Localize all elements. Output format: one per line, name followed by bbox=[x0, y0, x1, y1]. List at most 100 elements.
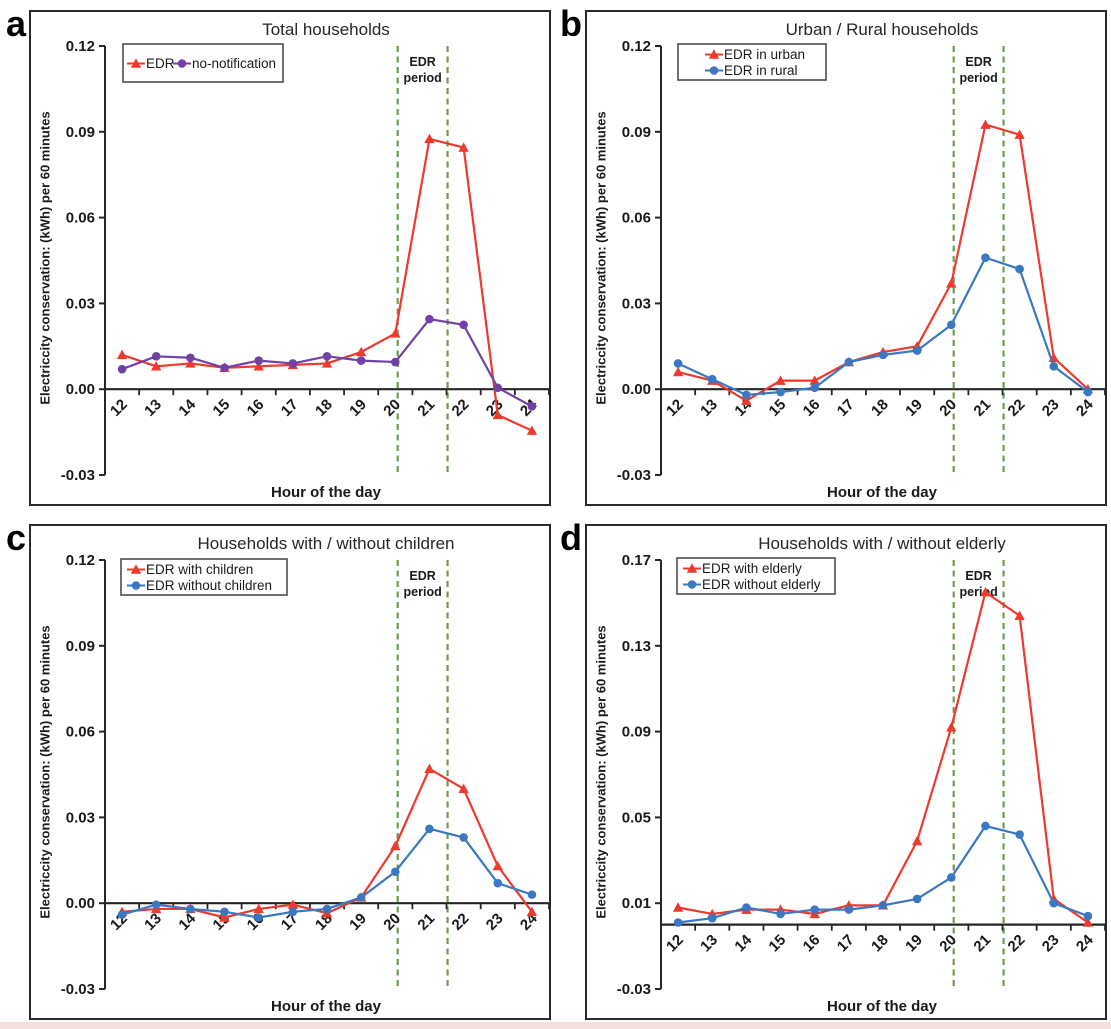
series-1-marker bbox=[946, 278, 957, 288]
series-1-marker bbox=[775, 375, 786, 385]
x-tick-label: 18 bbox=[312, 910, 336, 934]
series-2-marker bbox=[844, 357, 854, 367]
y-tick-label: 0.13 bbox=[622, 638, 651, 655]
legend-label: EDR in urban bbox=[724, 47, 805, 62]
x-tick-label: 16 bbox=[244, 910, 268, 934]
legend-label: EDR with children bbox=[146, 562, 253, 577]
series-2-marker bbox=[878, 901, 888, 910]
series-2-marker bbox=[493, 383, 503, 393]
x-tick-label: 13 bbox=[141, 396, 165, 420]
x-tick-label: 22 bbox=[449, 910, 473, 934]
series-2-marker bbox=[810, 905, 819, 914]
legend-box bbox=[676, 557, 836, 595]
series-2-marker bbox=[425, 314, 434, 324]
y-tick-label: 0.12 bbox=[66, 552, 95, 569]
series-2-marker bbox=[322, 352, 332, 361]
series-1-marker bbox=[492, 860, 503, 871]
series-1-marker bbox=[253, 903, 264, 914]
series-line-2 bbox=[677, 256, 1089, 397]
panel-b-x-axis-label: Hour of the day bbox=[826, 484, 937, 501]
legend-label: EDR without children bbox=[146, 578, 272, 593]
series-2-marker bbox=[981, 253, 990, 262]
x-tick-label: 15 bbox=[766, 931, 790, 955]
x-tick-label: 24 bbox=[1073, 931, 1097, 955]
series-line-1 bbox=[121, 137, 533, 432]
legend-marker bbox=[131, 581, 141, 590]
series-1-marker bbox=[672, 366, 684, 377]
panel-d-title: Households with / without elderly bbox=[758, 534, 1006, 553]
series-2-marker bbox=[425, 824, 434, 834]
panel-letter-a: a bbox=[6, 3, 27, 44]
y-tick-label: 0.03 bbox=[622, 295, 651, 312]
panel-d-y-axis-label: Electriccity conservation: (kWh) per 60 … bbox=[593, 625, 609, 919]
series-2-marker bbox=[527, 402, 537, 411]
panel-a-x-axis-label: Hour of the day bbox=[270, 484, 381, 501]
series-2-marker bbox=[322, 904, 332, 914]
legend-box bbox=[677, 43, 827, 81]
series-2-marker bbox=[151, 900, 161, 909]
x-tick-label: 23 bbox=[483, 910, 507, 934]
y-tick-label: 0.06 bbox=[622, 210, 651, 227]
x-tick-label: 13 bbox=[697, 396, 721, 420]
series-2-marker bbox=[117, 910, 127, 919]
panel-c-y-axis-label: Electriccity conservation: (kWh) per 60 … bbox=[37, 625, 53, 919]
x-tick-label: 14 bbox=[175, 396, 199, 420]
series-1-marker bbox=[526, 425, 538, 435]
legend-label: EDR in rural bbox=[724, 63, 798, 78]
panel-a-plot-area: EDRperiod121314151617181920212223240.120… bbox=[61, 38, 550, 484]
series-1-marker bbox=[458, 783, 469, 793]
series-2-marker bbox=[776, 909, 785, 919]
y-tick-label: 0.09 bbox=[622, 724, 651, 741]
bottom-strip bbox=[0, 1022, 1111, 1029]
series-2-marker bbox=[981, 821, 990, 831]
panel-b-y-axis-label: Electriccity conservation: (kWh) per 60 … bbox=[593, 111, 609, 405]
series-2-marker bbox=[1083, 387, 1093, 397]
legend-marker bbox=[686, 563, 698, 573]
y-tick-label: 0.05 bbox=[622, 809, 651, 826]
x-tick-label: 21 bbox=[414, 910, 438, 934]
x-tick-label: 16 bbox=[800, 931, 824, 955]
series-2-marker bbox=[673, 918, 683, 927]
x-tick-label: 16 bbox=[244, 396, 268, 420]
x-tick-label: 19 bbox=[902, 396, 926, 420]
x-tick-label: 18 bbox=[868, 931, 892, 955]
legend-marker bbox=[708, 49, 720, 59]
panel-b-title: Urban / Rural households bbox=[785, 20, 979, 39]
series-1-marker bbox=[980, 119, 991, 129]
x-tick-label: 23 bbox=[1039, 931, 1063, 955]
x-tick-label: 12 bbox=[663, 931, 687, 955]
x-tick-label: 15 bbox=[210, 396, 234, 420]
y-tick-label: 0.09 bbox=[66, 638, 95, 655]
series-2-marker bbox=[220, 907, 229, 917]
series-1-marker bbox=[355, 346, 367, 357]
panel-letter-b: b bbox=[560, 3, 582, 44]
series-2-marker bbox=[254, 913, 263, 922]
series-2-marker bbox=[707, 913, 717, 923]
y-tick-label: 0.12 bbox=[622, 38, 651, 55]
series-2-marker bbox=[254, 356, 263, 365]
series-1-marker bbox=[390, 328, 401, 338]
series-2-marker bbox=[878, 350, 888, 360]
edr-period-label: EDR bbox=[409, 55, 435, 69]
panel-d-x-axis-label: Hour of the day bbox=[826, 998, 937, 1015]
series-2-marker bbox=[391, 357, 400, 367]
panel-a-y-axis-label: Electriccity conservation: (kWh) per 60 … bbox=[37, 111, 53, 405]
series-2-marker bbox=[186, 353, 195, 363]
y-tick-label: 0.03 bbox=[66, 295, 95, 312]
panel-letter-d: d bbox=[560, 517, 582, 558]
series-2-marker bbox=[844, 905, 854, 914]
series-2-marker bbox=[459, 833, 468, 842]
legend-label: no-notification bbox=[192, 56, 276, 71]
series-2-marker bbox=[527, 890, 537, 899]
series-2-marker bbox=[707, 374, 717, 384]
series-1-marker bbox=[287, 899, 299, 909]
x-tick-label: 16 bbox=[800, 396, 824, 420]
x-tick-label: 23 bbox=[1039, 396, 1063, 420]
series-1-marker bbox=[492, 409, 503, 420]
x-tick-label: 17 bbox=[834, 931, 858, 955]
series-1-marker bbox=[526, 906, 538, 916]
series-2-marker bbox=[288, 359, 298, 368]
